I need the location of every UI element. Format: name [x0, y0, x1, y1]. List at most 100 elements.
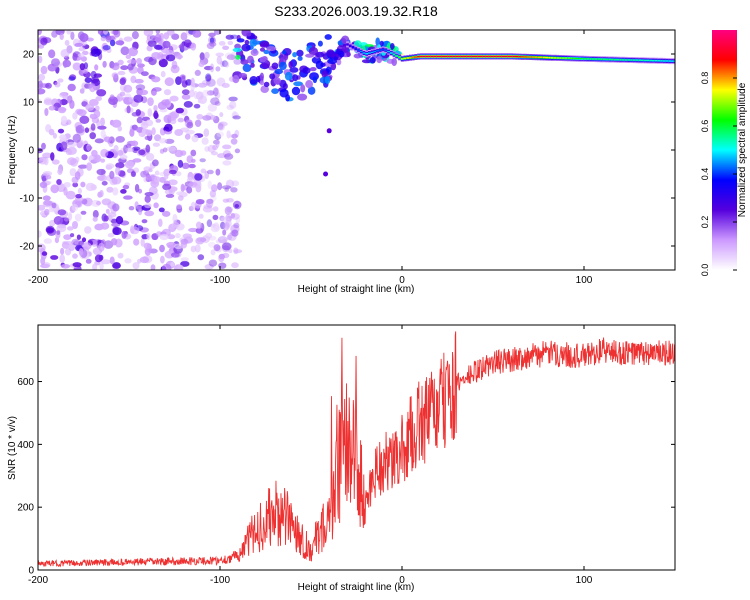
heatmap-cell	[189, 89, 195, 98]
heatmap-cell	[660, 60, 664, 62]
heatmap-cell	[52, 132, 58, 139]
heatmap-cell	[181, 94, 191, 100]
heatmap-cell	[206, 78, 216, 87]
heatmap-cell	[205, 199, 214, 208]
heatmap-cell	[193, 103, 201, 109]
heatmap-cell	[133, 238, 140, 246]
heatmap-cell	[138, 188, 143, 194]
heatmap-cell	[94, 254, 103, 263]
heatmap-cell	[510, 55, 513, 58]
heatmap-cell	[71, 203, 79, 212]
heatmap-cell	[66, 30, 72, 35]
heatmap-cell	[597, 58, 601, 60]
heatmap-cell	[197, 254, 205, 261]
heatmap-cell	[312, 76, 318, 84]
heatmap-cell	[110, 218, 118, 224]
heatmap-cell	[84, 77, 92, 83]
heatmap-y-tick-label: 10	[23, 98, 35, 109]
heatmap-cell	[463, 55, 467, 58]
heatmap-cell	[545, 56, 549, 59]
heatmap-cell	[171, 33, 180, 40]
heatmap-cell	[74, 213, 82, 222]
heatmap-cell	[351, 46, 355, 48]
heatmap-cell	[643, 59, 647, 62]
heatmap-cell	[368, 52, 371, 54]
heatmap-cell	[221, 185, 232, 190]
heatmap-cell	[485, 55, 489, 58]
heatmap-cell	[180, 260, 190, 267]
heatmap-cell	[594, 58, 598, 60]
heatmap-cell	[117, 252, 124, 259]
heatmap-cell	[662, 60, 666, 62]
heatmap-cell	[221, 242, 232, 251]
heatmap-cell	[201, 137, 209, 145]
heatmap-cell	[134, 183, 140, 193]
heatmap-cell	[190, 149, 197, 157]
heatmap-cell	[354, 48, 358, 50]
heatmap-cell	[212, 206, 219, 212]
heatmap-cell	[140, 238, 145, 247]
heatmap-cell	[50, 184, 59, 194]
heatmap-cell	[158, 218, 163, 227]
colorbar-tick-label: 0.8	[700, 72, 710, 85]
heatmap-cell	[235, 54, 241, 60]
heatmap-cell	[460, 55, 464, 58]
heatmap-cell	[94, 138, 104, 144]
heatmap-cell	[564, 57, 568, 59]
heatmap-cell	[624, 59, 628, 61]
heatmap-cell	[232, 110, 238, 118]
heatmap-cell	[164, 77, 174, 87]
heatmap-cell	[97, 125, 107, 130]
heatmap-cell	[581, 58, 584, 60]
heatmap-cell	[403, 57, 407, 60]
heatmap-cell	[72, 253, 78, 259]
heatmap-cell	[113, 145, 119, 153]
heatmap-cell	[72, 221, 78, 229]
heatmap-cell	[417, 56, 421, 58]
heatmap-cell	[166, 146, 176, 152]
heatmap-cell	[205, 232, 213, 239]
heatmap-cell	[578, 58, 582, 60]
heatmap-cell	[152, 142, 160, 147]
heatmap-cell	[119, 154, 128, 160]
heatmap-cell	[163, 32, 170, 40]
heatmap-cell	[282, 50, 287, 55]
heatmap-y-tick-label: 20	[23, 50, 35, 61]
heatmap-cell	[477, 55, 481, 58]
heatmap-cell	[302, 67, 311, 74]
snr-series-line	[38, 331, 675, 568]
heatmap-cell	[175, 54, 184, 60]
heatmap-cell	[353, 53, 362, 59]
heatmap-cell	[41, 251, 48, 256]
heatmap-cell	[570, 57, 574, 59]
heatmap-cell	[466, 55, 470, 58]
heatmap-cell	[72, 182, 79, 188]
heatmap-cell	[439, 55, 442, 58]
heatmap-cell	[72, 52, 78, 61]
heatmap-cell	[373, 50, 377, 53]
heatmap-cell	[346, 51, 351, 57]
heatmap-cell	[90, 123, 96, 131]
heatmap-cell	[92, 210, 99, 219]
heatmap-cell	[284, 71, 293, 81]
heatmap-cell	[40, 65, 48, 75]
heatmap-cell	[222, 45, 230, 50]
heatmap-cell	[200, 168, 207, 174]
heatmap-cell	[225, 34, 234, 40]
heatmap-cell	[561, 57, 565, 59]
heatmap-cell	[204, 146, 210, 152]
heatmap-cell	[78, 164, 88, 169]
heatmap-cell	[361, 59, 372, 64]
heatmap-x-tick-label: -200	[28, 275, 48, 286]
heatmap-cell	[512, 55, 516, 58]
heatmap-cell	[207, 103, 217, 112]
heatmap-cell	[89, 113, 95, 119]
heatmap-cell	[520, 56, 524, 58]
heatmap-cell	[390, 43, 395, 50]
heatmap-cell	[321, 70, 328, 78]
heatmap-cell	[102, 60, 107, 68]
heatmap-cell	[586, 58, 590, 60]
heatmap-cell	[529, 56, 533, 58]
heatmap-cell	[449, 55, 453, 58]
heatmap-cell	[548, 57, 552, 59]
